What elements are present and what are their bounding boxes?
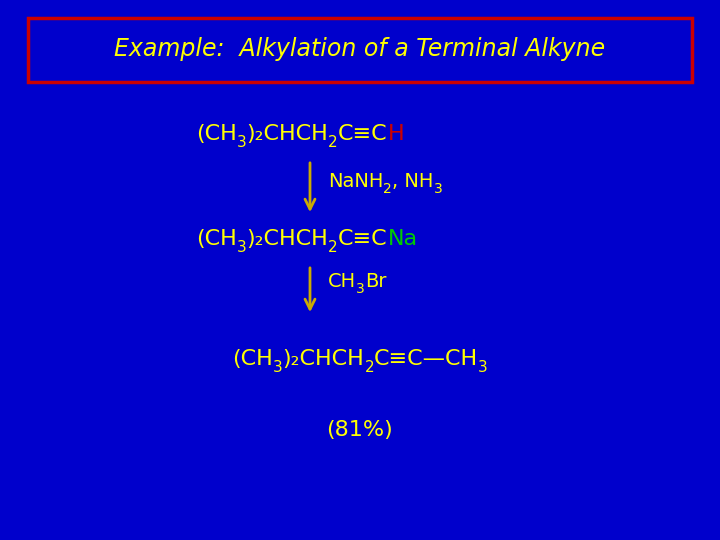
Text: (CH: (CH bbox=[232, 349, 273, 369]
Text: C≡C—CH: C≡C—CH bbox=[374, 349, 478, 369]
Text: 3: 3 bbox=[478, 360, 488, 375]
Text: Example:  Alkylation of a Terminal Alkyne: Example: Alkylation of a Terminal Alkyne bbox=[114, 37, 606, 61]
Text: (CH: (CH bbox=[196, 124, 237, 144]
Text: 3: 3 bbox=[433, 183, 442, 197]
Text: 2: 2 bbox=[383, 183, 392, 197]
Text: 2: 2 bbox=[364, 360, 374, 375]
Text: 3: 3 bbox=[356, 282, 365, 296]
Text: , NH: , NH bbox=[392, 172, 433, 191]
Text: )₂CHCH: )₂CHCH bbox=[246, 229, 328, 249]
Text: 2: 2 bbox=[328, 135, 338, 150]
Text: 3: 3 bbox=[237, 240, 246, 255]
Text: )₂CHCH: )₂CHCH bbox=[283, 349, 364, 369]
Text: CH: CH bbox=[328, 272, 356, 291]
FancyBboxPatch shape bbox=[28, 18, 692, 82]
Text: H: H bbox=[387, 124, 404, 144]
Text: NaNH: NaNH bbox=[328, 172, 383, 191]
Text: )₂CHCH: )₂CHCH bbox=[246, 124, 328, 144]
Text: (81%): (81%) bbox=[327, 420, 393, 440]
Text: Na: Na bbox=[387, 229, 418, 249]
Text: 2: 2 bbox=[328, 240, 338, 255]
Text: Br: Br bbox=[365, 272, 387, 291]
Text: (CH: (CH bbox=[196, 229, 237, 249]
Text: 3: 3 bbox=[237, 135, 246, 150]
Text: C≡C: C≡C bbox=[338, 229, 387, 249]
Text: 3: 3 bbox=[273, 360, 283, 375]
Text: C≡C: C≡C bbox=[338, 124, 387, 144]
